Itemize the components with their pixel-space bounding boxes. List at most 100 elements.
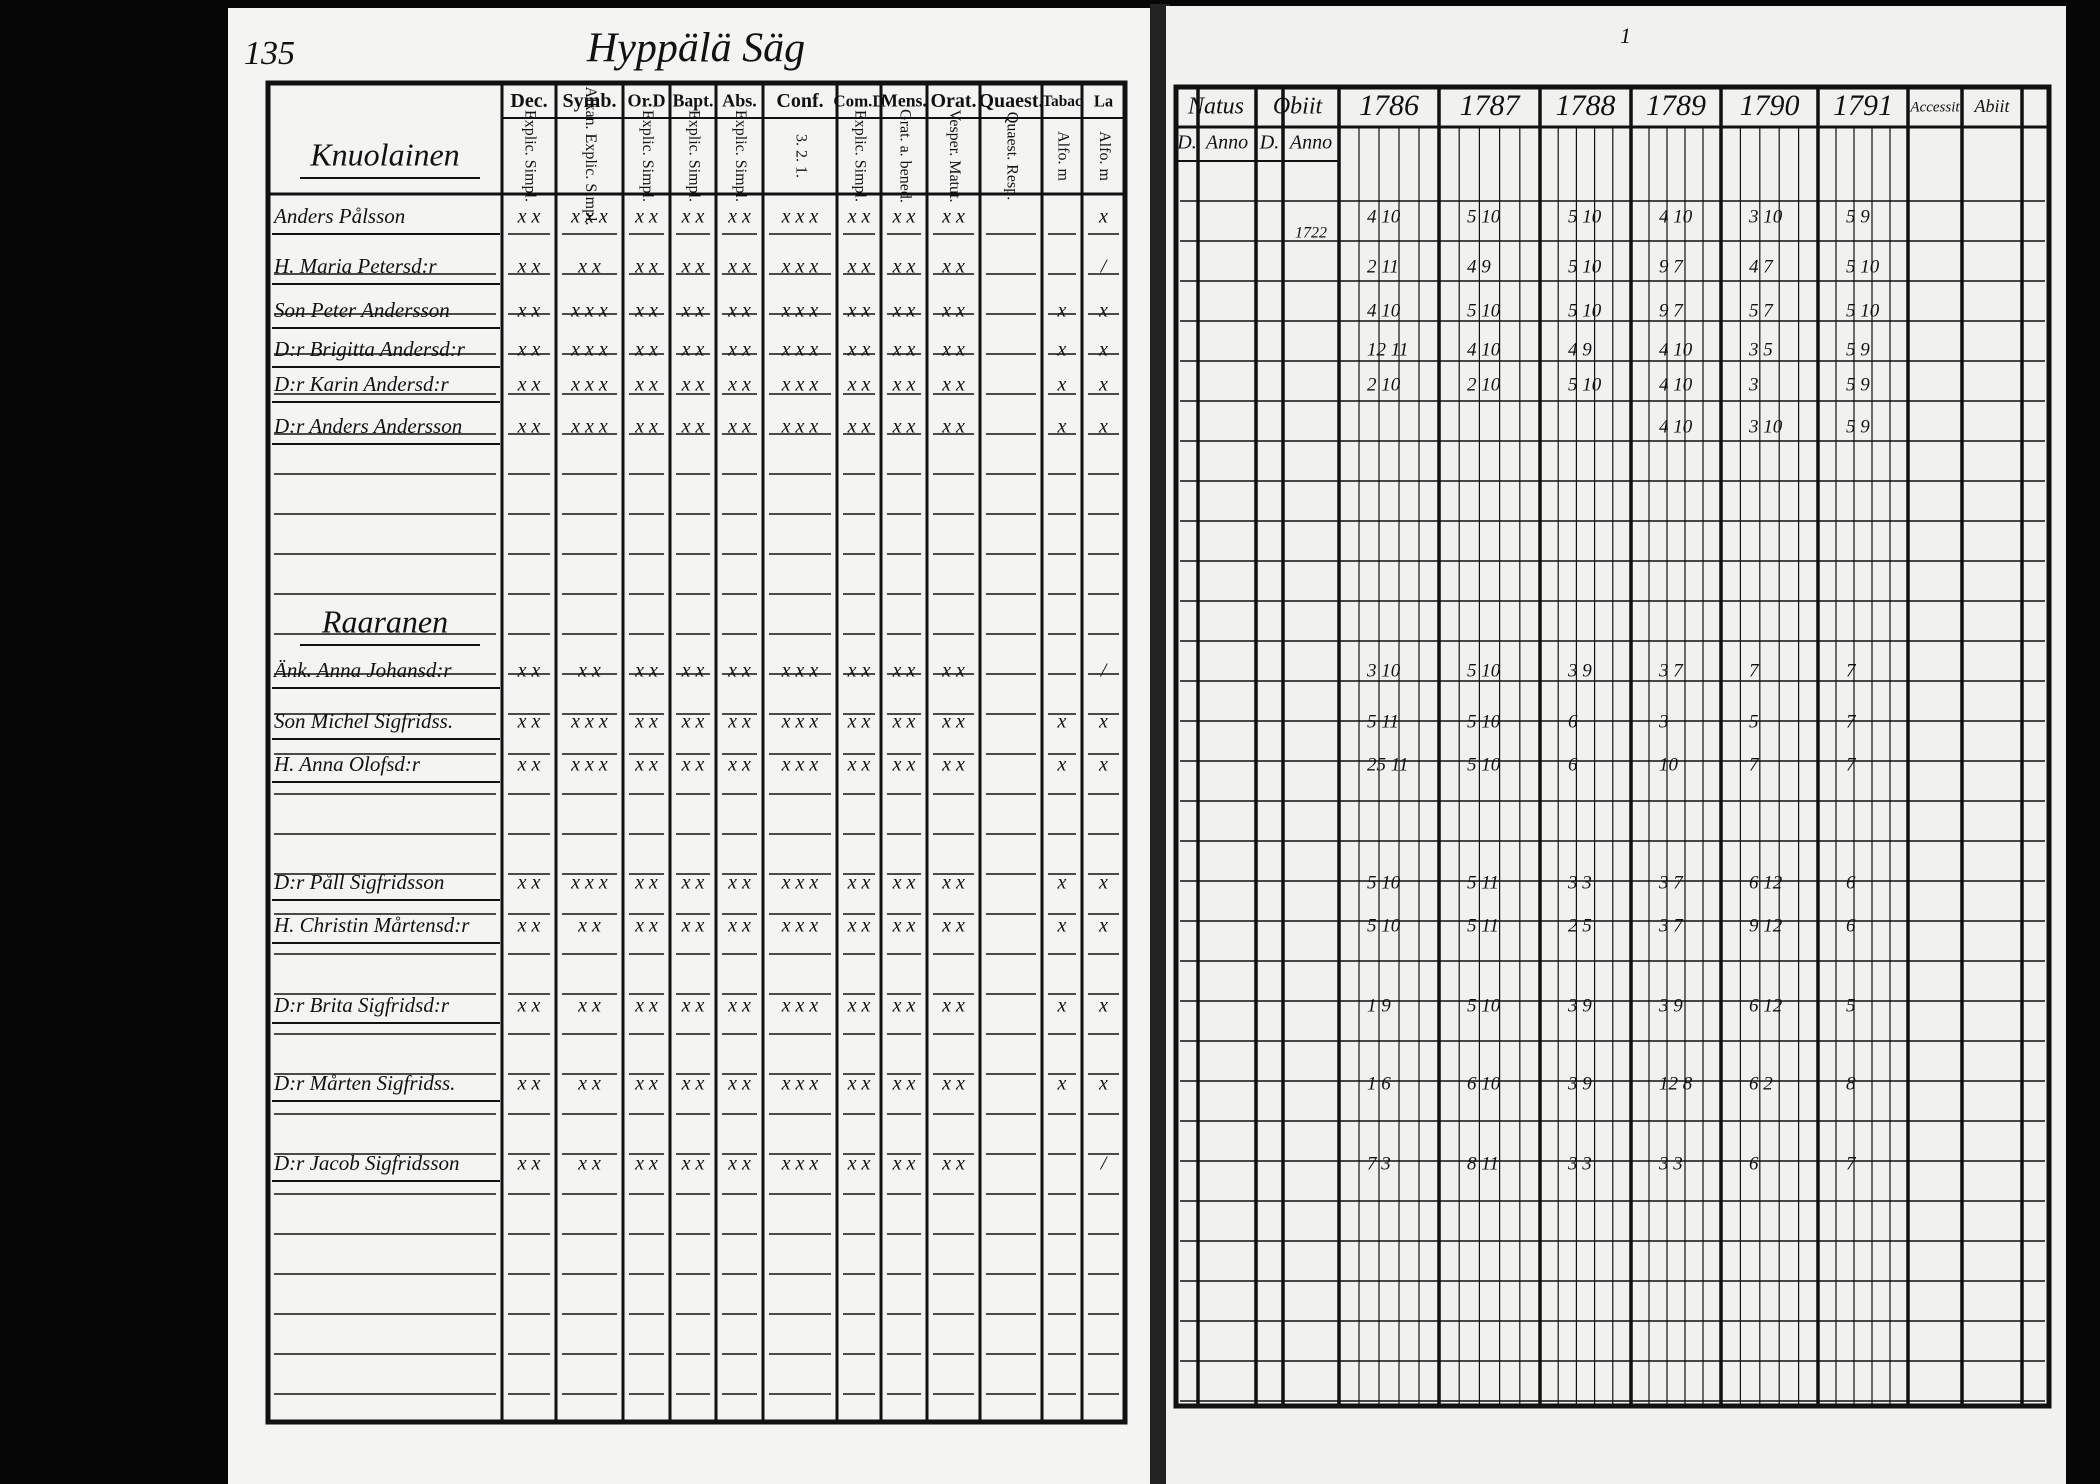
year-entry: 3 9 — [1567, 660, 1592, 681]
column-subheader: Explic. Simpl. — [521, 110, 538, 202]
mark: x x — [517, 754, 541, 776]
mark: x x — [847, 1073, 871, 1095]
obiit-year: 1722 — [1295, 225, 1327, 242]
mark: x — [1057, 754, 1067, 776]
mark: x x — [727, 1153, 751, 1175]
left-table-frame — [265, 80, 1128, 1425]
mark: x x — [941, 754, 965, 776]
member-name: Änk. Anna Johansd:r — [272, 658, 452, 682]
mark: x x x — [570, 711, 608, 733]
mark: x x — [577, 1073, 601, 1095]
mark: x x — [892, 995, 916, 1017]
year-entry: 6 10 — [1467, 1073, 1501, 1094]
mark: x x — [681, 256, 705, 278]
mark: x x — [847, 915, 871, 937]
column-header: Com.D — [833, 91, 884, 110]
member-name: Son Peter Andersson — [274, 298, 450, 322]
member-name: H. Anna Olofsd:r — [273, 752, 421, 776]
mark: x x — [681, 915, 705, 937]
mark: x x — [517, 1153, 541, 1175]
mark: x x — [727, 206, 751, 228]
mark: x x — [847, 754, 871, 776]
year-entry: 3 7 — [1658, 660, 1684, 681]
column-header: Quaest. — [979, 90, 1044, 112]
year-header: 1787 — [1460, 89, 1522, 122]
column-header: Obiit — [1273, 94, 1324, 120]
year-entry: 6 — [1568, 711, 1578, 732]
year-entry: 5 10 — [1846, 256, 1880, 277]
column-subheader: Vesper. Matut. — [946, 110, 963, 203]
mark: x x — [941, 915, 965, 937]
mark: x x — [634, 1153, 658, 1175]
mark: x x — [681, 872, 705, 894]
mark: x x — [892, 1153, 916, 1175]
mark: x — [1098, 754, 1108, 776]
column-header: Symb. — [563, 90, 617, 112]
year-entry: 5 10 — [1568, 206, 1602, 227]
year-entry: 5 — [1749, 711, 1759, 732]
mark: / — [1100, 1153, 1109, 1175]
year-entry: 3 9 — [1658, 995, 1683, 1016]
mark: x x — [892, 1073, 916, 1095]
page-number: 135 — [244, 35, 295, 72]
year-entry: 5 10 — [1367, 915, 1401, 936]
mark: x x — [847, 1153, 871, 1175]
mark: x x x — [781, 872, 819, 894]
section-title: Raaranen — [321, 603, 448, 639]
mark: x — [1098, 711, 1108, 733]
column-subheader: D. — [1176, 132, 1196, 154]
mark: x — [1057, 339, 1067, 361]
year-entry: 6 — [1568, 754, 1578, 775]
year-entry: 7 — [1846, 754, 1857, 775]
year-entry: 7 — [1846, 711, 1857, 732]
column-header: Or.D — [628, 91, 666, 111]
mark: x x x — [781, 416, 819, 438]
year-entry: 3 10 — [1366, 660, 1401, 681]
mark: x x — [847, 995, 871, 1017]
year-entry: 3 — [1748, 374, 1759, 395]
mark: x x — [941, 872, 965, 894]
year-entry: 5 9 — [1846, 206, 1870, 227]
mark: x — [1057, 374, 1067, 396]
left-page — [228, 8, 1156, 1484]
mark: x x — [892, 416, 916, 438]
mark: x x — [517, 1073, 541, 1095]
member-name: D:r Brita Sigfridsd:r — [273, 993, 450, 1017]
column-header: Tabac — [1042, 93, 1082, 110]
year-header: 1786 — [1359, 89, 1419, 122]
column-header: Bapt. — [673, 91, 714, 111]
year-entry: 5 10 — [1467, 660, 1501, 681]
mark: x x — [517, 300, 541, 322]
mark: x x — [847, 416, 871, 438]
mark: x — [1057, 915, 1067, 937]
year-entry: 5 9 — [1846, 374, 1870, 395]
mark: x — [1057, 416, 1067, 438]
mark: x x x — [781, 1073, 819, 1095]
year-entry: 4 10 — [1467, 339, 1501, 360]
mark: x x x — [570, 872, 608, 894]
year-entry: 12 11 — [1367, 339, 1408, 360]
mark: x — [1098, 416, 1108, 438]
column-header: Accessit — [1909, 99, 1960, 115]
mark: x x — [727, 995, 751, 1017]
year-entry: 5 10 — [1568, 256, 1602, 277]
year-entry: 4 7 — [1749, 256, 1774, 277]
mark: x x — [847, 256, 871, 278]
mark: x x x — [781, 754, 819, 776]
member-name: D:r Mårten Sigfridss. — [273, 1071, 455, 1095]
year-entry: 5 11 — [1467, 915, 1499, 936]
mark: x x x — [781, 256, 819, 278]
mark: x — [1098, 206, 1108, 228]
mark: x x — [727, 374, 751, 396]
year-entry: 5 10 — [1367, 872, 1401, 893]
year-entry: 5 11 — [1467, 872, 1499, 893]
mark: x x — [941, 995, 965, 1017]
mark: x x — [634, 711, 658, 733]
mark: x x — [892, 256, 916, 278]
member-name: Anders Pålsson — [272, 204, 405, 228]
column-subheader: 3. 2. 1. — [792, 134, 809, 178]
mark: x x — [727, 754, 751, 776]
year-entry: 5 — [1846, 995, 1856, 1016]
year-entry: 9 7 — [1659, 300, 1684, 321]
year-entry: 9 7 — [1659, 256, 1684, 277]
